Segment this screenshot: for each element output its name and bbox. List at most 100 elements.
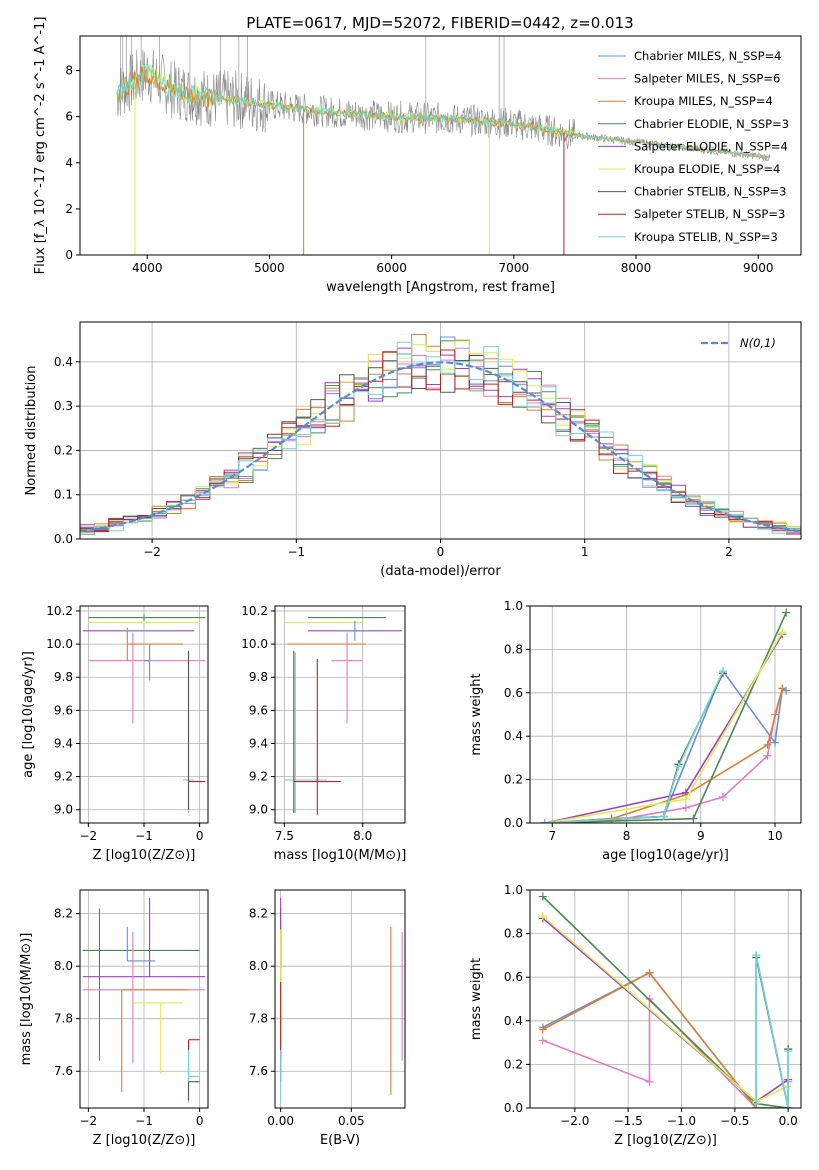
weight-marker [763, 751, 772, 760]
legend-label: Salpeter STELIB, N_SSP=3 [634, 207, 785, 221]
x-axis-label: E(B-V) [320, 1133, 360, 1148]
legend-label: Chabrier STELIB, N_SSP=3 [634, 185, 786, 199]
figure-title: PLATE=0617, MJD=52072, FIBERID=0442, z=0… [246, 14, 633, 32]
weight-marker [645, 968, 654, 977]
age_vs_mass-errorbars [284, 617, 402, 815]
residuals-axes: −2 −1 0 1 2 0.0 0.1 0.2 0.3 0.4 (data-model)/error… [24, 322, 801, 579]
x-tick-label: 0 [196, 829, 204, 843]
legend-label: Kroupa STELIB, N_SSP=3 [634, 230, 778, 244]
x-tick-label: 0.05 [338, 1114, 365, 1128]
y-tick-label: 9.8 [249, 670, 268, 684]
legend-label: Chabrier ELODIE, N_SSP=3 [634, 117, 789, 131]
weight-marker [752, 1099, 761, 1108]
y-tick-label: 10.2 [46, 604, 73, 618]
weight_vs_age-frame [529, 605, 802, 824]
y-tick-label: 0.6 [504, 686, 523, 700]
weight-line-krou_stel [755, 955, 790, 1108]
y-tick-label: 0.0 [504, 1101, 523, 1115]
x-tick-label: −2 [79, 1114, 97, 1128]
x-tick-label: −2 [143, 545, 161, 559]
y-tick-label: 7.6 [249, 1064, 268, 1078]
x-tick-label: 7000 [499, 261, 530, 275]
spectrum-lines [116, 36, 771, 255]
mass_vs_Z-errorbars [82, 897, 206, 1103]
y-tick-label: 8.2 [249, 907, 268, 921]
weight-marker [784, 1104, 793, 1108]
y-tick-label: 7.8 [54, 1012, 73, 1026]
x-tick-label: 4000 [132, 261, 163, 275]
y-tick-label: 0.0 [54, 532, 73, 546]
x-tick-label: 0 [196, 1114, 204, 1128]
weight-marker [719, 792, 728, 801]
x-tick-label: 7 [548, 829, 556, 843]
x-tick-label: −0.5 [720, 1114, 749, 1128]
x-tick-label: 10 [767, 829, 782, 843]
x-tick-label: 0 [437, 545, 445, 559]
y-axis-label: mass [log10(M/M⊙)] [19, 933, 34, 1066]
y-axis-label: Flux [f_λ 10^-17 erg cm^-2 s^-1 A^-1] [33, 17, 48, 275]
y-tick-label: 0.4 [54, 355, 73, 369]
weight-marker [752, 951, 761, 960]
mass_vs_Z-frame [79, 889, 209, 1109]
y-tick-label: 0.2 [54, 443, 73, 457]
y-tick-label: 9.4 [54, 736, 73, 750]
y-tick-label: 2 [65, 202, 73, 216]
y-tick-label: 1.0 [504, 883, 523, 897]
x-tick-label: 9 [697, 829, 705, 843]
y-tick-label: 9.4 [249, 736, 268, 750]
x-axis-label: wavelength [Angstrom, rest frame] [326, 280, 555, 295]
weight_vs_Z-lines [538, 892, 793, 1108]
weight-marker [538, 1025, 547, 1034]
weight-line-krou_stel [544, 670, 724, 823]
weight-marker [674, 762, 683, 771]
weight-marker [538, 892, 547, 901]
legend-label: Salpeter MILES, N_SSP=6 [634, 72, 780, 86]
y-tick-label: 0 [65, 248, 73, 262]
gaussian-curve [80, 361, 801, 533]
legend-label: N(0,1) [740, 336, 776, 350]
x-axis-label: Z [log10(Z/Z⊙)] [93, 848, 196, 863]
x-tick-label: 9000 [743, 261, 774, 275]
x-axis-label: mass [log10(M/M⊙)] [274, 848, 407, 863]
histogram-krou_stel [80, 341, 801, 534]
y-tick-label: 0.0 [504, 816, 523, 830]
age_vs_mass-frame [274, 605, 406, 824]
y-tick-label: 8.0 [249, 959, 268, 973]
y-tick-label: 8.2 [54, 907, 73, 921]
model-spectrum-krou_stel [116, 63, 770, 160]
y-tick-label: 9.0 [54, 803, 73, 817]
y-tick-label: 9.2 [249, 770, 268, 784]
y-tick-label: 9.0 [249, 803, 268, 817]
x-tick-label: 5000 [254, 261, 285, 275]
panels: 4000 5000 6000 7000 8000 900002468wavelength … [19, 17, 802, 1148]
x-tick-label: −1 [135, 829, 153, 843]
y-axis-label: mass weight [469, 958, 484, 1040]
weight-marker [538, 912, 547, 921]
y-axis-label: Normed distribution [24, 366, 39, 496]
x-tick-label: 2 [725, 545, 733, 559]
y-tick-label: 7.8 [249, 1012, 268, 1026]
y-tick-label: 1.0 [504, 599, 523, 613]
y-tick-label: 9.6 [249, 703, 268, 717]
weight-marker [778, 684, 787, 693]
observed-spectrum [116, 49, 771, 162]
y-tick-label: 0.2 [504, 1057, 523, 1071]
x-tick-label: −1 [287, 545, 305, 559]
weight-marker [659, 812, 668, 821]
x-tick-label: 8000 [621, 261, 652, 275]
x-tick-label: 6000 [376, 261, 407, 275]
y-axis-label: age [log10(age/yr)] [21, 651, 36, 778]
weight-marker [782, 608, 791, 617]
x-axis-label: (data-model)/error [380, 564, 501, 579]
y-tick-label: 9.2 [54, 770, 73, 784]
x-tick-label: 8 [623, 829, 631, 843]
x-tick-label: 8.0 [353, 829, 372, 843]
x-tick-label: −2 [79, 829, 97, 843]
histogram-lines [80, 334, 801, 535]
y-tick-label: 0.4 [504, 1014, 523, 1028]
y-tick-label: 0.2 [504, 773, 523, 787]
y-tick-label: 10.0 [241, 637, 268, 651]
y-tick-label: 4 [65, 156, 73, 170]
